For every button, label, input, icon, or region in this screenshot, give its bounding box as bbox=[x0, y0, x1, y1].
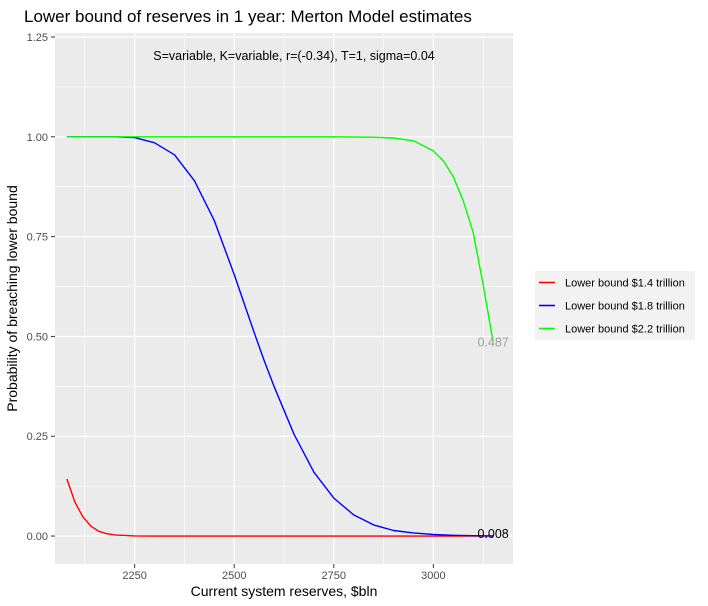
y-tick-label: 0.00 bbox=[27, 531, 48, 543]
series-layer bbox=[66, 136, 494, 537]
x-tick-label: 2500 bbox=[222, 570, 246, 582]
series-line-1 bbox=[66, 478, 494, 537]
x-axis-title: Current system reserves, $bln bbox=[191, 583, 378, 599]
y-axis-title: Probability of breaching lower bound bbox=[4, 185, 20, 411]
legend: Lower bound $1.4 trillion Lower bound $1.… bbox=[535, 271, 695, 340]
y-axis: 0.00 0.25 0.50 0.75 1.00 1.25 bbox=[27, 32, 55, 543]
y-tick-label: 0.75 bbox=[27, 232, 48, 244]
data-label: 0.008 bbox=[477, 527, 508, 541]
y-tick-label: 0.25 bbox=[27, 431, 48, 443]
x-tick-label: 2250 bbox=[122, 570, 146, 582]
y-tick-label: 1.00 bbox=[27, 132, 48, 144]
grid-minor bbox=[55, 33, 513, 564]
legend-label-1: Lower bound $1.4 trillion bbox=[565, 278, 685, 290]
series-line-2 bbox=[66, 136, 494, 537]
y-tick-label: 1.25 bbox=[27, 32, 48, 44]
chart-subtitle: S=variable, K=variable, r=(-0.34), T=1, … bbox=[153, 49, 435, 63]
legend-background bbox=[535, 271, 695, 340]
x-tick-label: 3000 bbox=[421, 570, 445, 582]
legend-label-3: Lower bound $2.2 trillion bbox=[565, 324, 685, 336]
x-tick-label: 2750 bbox=[322, 570, 346, 582]
x-axis: 2250 2500 2750 3000 bbox=[122, 564, 446, 582]
y-tick-label: 0.50 bbox=[27, 331, 48, 343]
series-line-3 bbox=[66, 136, 494, 342]
data-label: 0.487 bbox=[477, 336, 508, 350]
legend-label-2: Lower bound $1.8 trillion bbox=[565, 301, 685, 313]
annotation-layer: 0.487 0.008 bbox=[477, 336, 508, 541]
chart-title: Lower bound of reserves in 1 year: Merto… bbox=[24, 7, 472, 26]
